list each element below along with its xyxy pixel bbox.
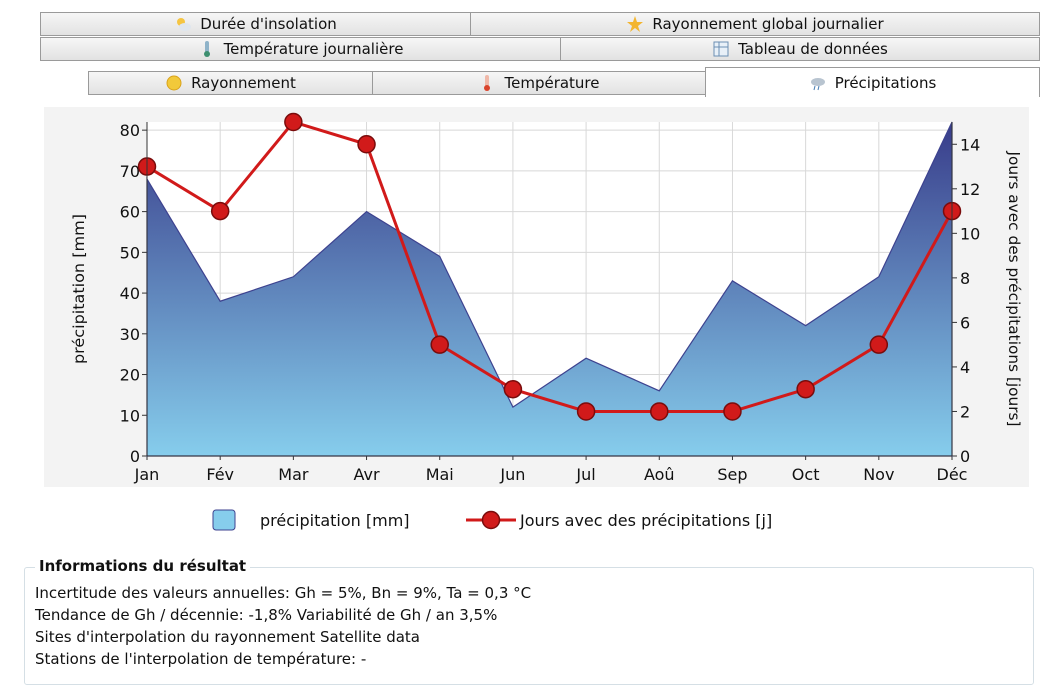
days-point (210, 201, 230, 221)
tab-label: Température journalière (223, 40, 404, 58)
tab-icon (177, 18, 192, 31)
y-tick-label: 0 (130, 447, 140, 466)
x-tick-label: Oct (792, 465, 820, 484)
days-point (796, 379, 815, 399)
x-tick-label: Aoû (644, 465, 675, 484)
tab[interactable]: Température journalière (40, 37, 561, 61)
y2-tick-label: 4 (960, 358, 970, 377)
tab[interactable]: Tableau de données (560, 37, 1040, 61)
tab-icon (484, 75, 491, 91)
y-tick-label: 80 (120, 121, 140, 140)
x-tick-label: Avr (354, 465, 380, 484)
tab-label: Température (504, 74, 600, 92)
x-tick-label: Sep (717, 465, 747, 484)
tab-label: Rayonnement global journalier (652, 15, 884, 33)
days-point (357, 135, 376, 154)
tab[interactable]: Rayonnement (88, 71, 373, 95)
x-tick-label: Déc (937, 465, 968, 484)
info-title: Informations du résultat (35, 557, 251, 575)
info-line: Sites d'interpolation du rayonnement Sat… (35, 628, 420, 646)
days-point (650, 402, 669, 421)
days-point (723, 402, 742, 421)
x-tick-label: Jan (134, 465, 160, 484)
legend-swatch (212, 509, 236, 531)
y-tick-label: 60 (120, 203, 140, 222)
tab[interactable]: Durée d'insolation (40, 12, 471, 36)
y2-tick-label: 0 (960, 447, 970, 466)
y-tick-label: 30 (120, 325, 140, 344)
tab-icon (166, 75, 182, 91)
tab-icon (203, 41, 210, 57)
y2-tick-label: 14 (960, 135, 980, 154)
tab[interactable]: Rayonnement global journalier (470, 12, 1040, 36)
days-point (869, 335, 889, 354)
days-point (430, 335, 449, 354)
y-tick-label: 10 (120, 406, 140, 425)
precipitation-area (146, 121, 953, 457)
days-line (146, 120, 954, 413)
chart-panel: 0 10 20 30 40 50 60 70 80 0 2 4 6 8 10 12 14 Jan Fév Mar Avr… (0, 97, 1049, 552)
x-tick-label: Jun (499, 465, 525, 484)
tab-icon (810, 77, 825, 90)
days-point (284, 112, 303, 132)
legend-label: précipitation [mm] (260, 511, 410, 530)
y-tick-label: 40 (120, 284, 140, 303)
y-tick-label: 70 (120, 162, 140, 181)
tab-icon (713, 41, 729, 57)
tab-label: Précipitations (834, 73, 937, 92)
info-line: Stations de l'interpolation de températu… (35, 650, 367, 668)
y-tick-label: 50 (120, 243, 140, 262)
tab-label: Durée d'insolation (200, 15, 337, 33)
x-tick-label: Nov (863, 465, 894, 484)
info-group: Informations du résultat Incertitude des… (24, 557, 1034, 685)
x-tick-label: Jul (575, 465, 595, 484)
tab-label: Rayonnement (191, 74, 296, 92)
y-axis-label: précipitation [mm] (70, 214, 88, 364)
x-tick-label: Fév (206, 465, 234, 484)
chart: 0 10 20 30 40 50 60 70 80 0 2 4 6 8 10 12 14 Jan Fév Mar Avr… (44, 107, 1029, 531)
y2-tick-label: 6 (960, 313, 970, 332)
x-tick-label: Mai (426, 465, 454, 484)
tab-label: Tableau de données (738, 40, 888, 58)
info-line: Incertitude des valeurs annuelles: Gh = … (35, 584, 532, 602)
y2-tick-label: 10 (960, 224, 980, 243)
legend-label: Jours avec des précipitations [j] (519, 511, 772, 530)
tab-active[interactable]: Précipitations (705, 67, 1040, 97)
y2-tick-label: 2 (960, 402, 970, 421)
legend-marker (481, 510, 501, 530)
y2-tick-label: 8 (960, 269, 970, 288)
y2-axis-label: Jours avec des précipitations [jours] (1005, 150, 1023, 426)
y2-tick-label: 12 (960, 180, 980, 199)
days-point (503, 379, 523, 399)
x-tick-label: Mar (278, 465, 309, 484)
info-line: Tendance de Gh / décennie: -1,8% Variabi… (35, 606, 498, 624)
tab[interactable]: Température (372, 71, 706, 95)
y-tick-label: 20 (120, 366, 140, 385)
tab-icon (627, 16, 644, 32)
days-point (576, 402, 596, 421)
